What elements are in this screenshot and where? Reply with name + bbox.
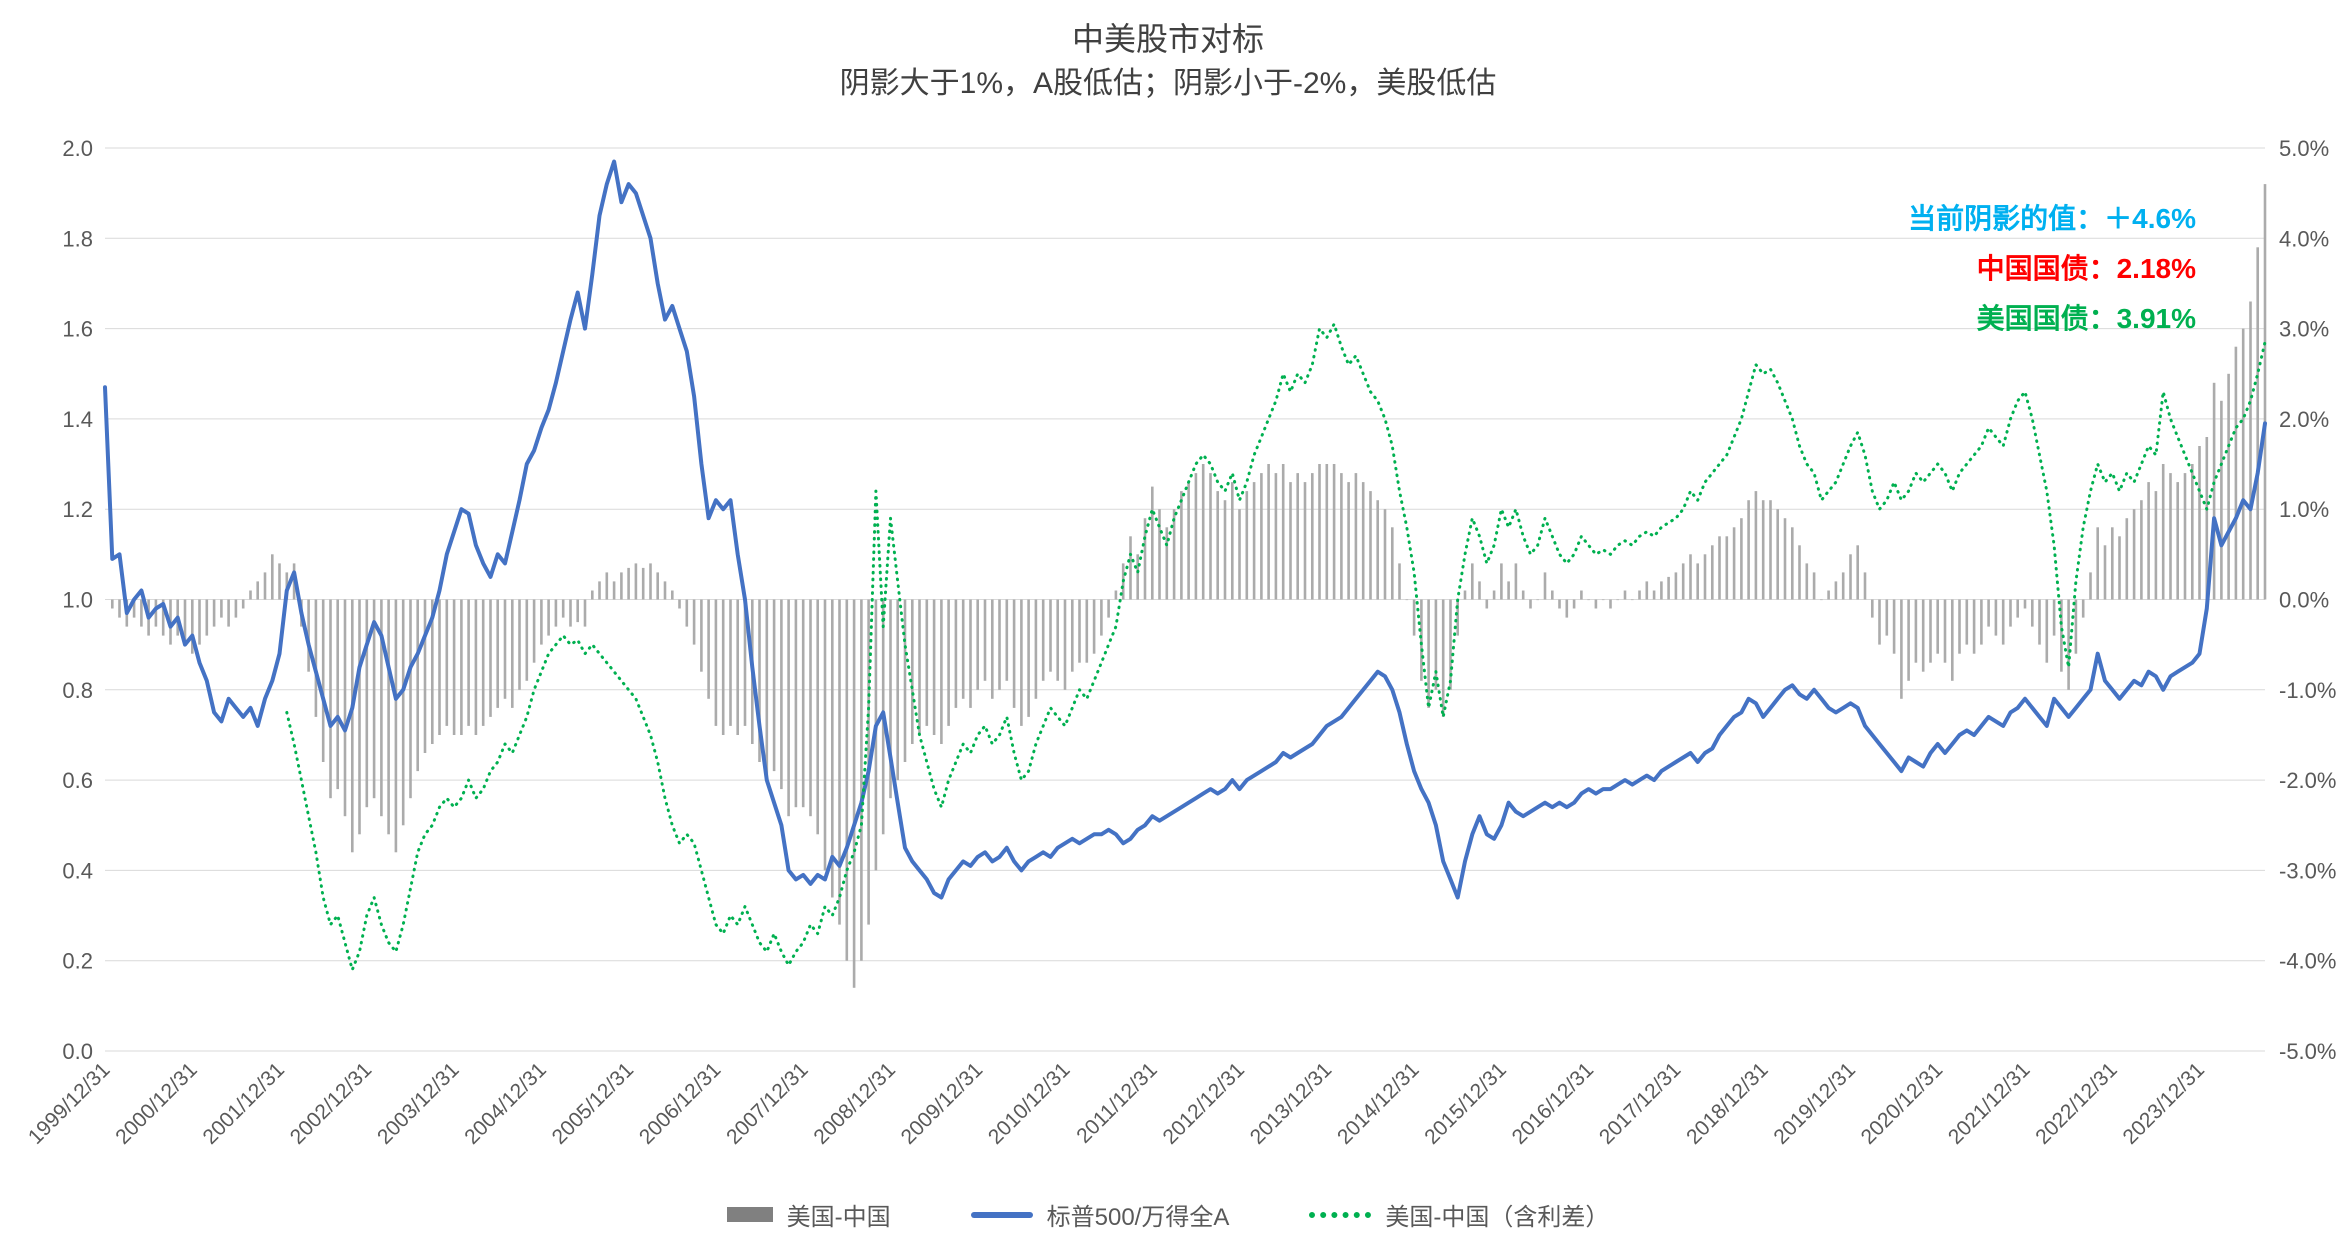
svg-text:2018/12/31: 2018/12/31 — [1682, 1058, 1773, 1149]
legend-label-line: 标普500/万得全A — [1046, 1204, 1230, 1231]
svg-text:2015/12/31: 2015/12/31 — [1420, 1058, 1511, 1149]
legend-label-bars: 美国-中国 — [786, 1204, 891, 1231]
svg-text:0.0%: 0.0% — [2279, 588, 2329, 613]
svg-text:1.8: 1.8 — [62, 226, 93, 251]
svg-text:-1.0%: -1.0% — [2279, 678, 2336, 703]
svg-text:2002/12/31: 2002/12/31 — [286, 1058, 377, 1149]
svg-text:2006/12/31: 2006/12/31 — [635, 1058, 726, 1149]
svg-text:2.0%: 2.0% — [2279, 407, 2329, 432]
svg-text:2000/12/31: 2000/12/31 — [111, 1058, 202, 1149]
svg-text:2.0: 2.0 — [62, 136, 93, 161]
svg-text:2011/12/31: 2011/12/31 — [1072, 1058, 1161, 1147]
svg-text:0.8: 0.8 — [62, 678, 93, 703]
svg-text:1.0: 1.0 — [62, 588, 93, 613]
legend-label-dotted: 美国-中国（含利差） — [1385, 1204, 1610, 1231]
annotation-china-bond: 中国国债：2.18% — [1976, 253, 2196, 284]
chart-title: 中美股市对标 — [1071, 21, 1264, 57]
svg-text:0.0: 0.0 — [62, 1039, 93, 1064]
svg-text:1999/12/31: 1999/12/31 — [24, 1058, 115, 1149]
svg-text:-2.0%: -2.0% — [2279, 768, 2336, 793]
title-block: 中美股市对标 阴影大于1%，A股低估；阴影小于-2%，美股低估 — [0, 16, 2336, 106]
svg-text:2012/12/31: 2012/12/31 — [1158, 1058, 1249, 1149]
legend-item-bars: 美国-中国 — [726, 1197, 891, 1232]
svg-text:2008/12/31: 2008/12/31 — [809, 1058, 900, 1149]
svg-text:2005/12/31: 2005/12/31 — [548, 1058, 639, 1149]
annotation-current-shadow: 当前阴影的值：＋4.6% — [1908, 203, 2196, 234]
annotation-us-bond: 美国国债：3.91% — [1976, 303, 2196, 334]
line-swatch-icon — [970, 1211, 1033, 1218]
dotted-swatch-icon — [1309, 1211, 1372, 1218]
legend-item-dotted: 美国-中国（含利差） — [1309, 1197, 1609, 1232]
svg-text:2007/12/31: 2007/12/31 — [722, 1058, 813, 1149]
svg-text:2001/12/31: 2001/12/31 — [198, 1058, 289, 1149]
svg-text:0.4: 0.4 — [62, 858, 93, 883]
chart-subtitle: 阴影大于1%，A股低估；阴影小于-2%，美股低估 — [839, 67, 1497, 100]
svg-text:-5.0%: -5.0% — [2279, 1039, 2336, 1064]
svg-text:2014/12/31: 2014/12/31 — [1333, 1058, 1424, 1149]
svg-text:1.0%: 1.0% — [2279, 497, 2329, 522]
svg-text:4.0%: 4.0% — [2279, 226, 2329, 251]
bars-swatch-icon — [726, 1207, 773, 1222]
svg-text:2009/12/31: 2009/12/31 — [897, 1058, 988, 1149]
svg-text:0.2: 0.2 — [62, 949, 93, 974]
svg-text:2020/12/31: 2020/12/31 — [1857, 1058, 1948, 1149]
svg-text:1.6: 1.6 — [62, 317, 93, 342]
svg-text:2013/12/31: 2013/12/31 — [1246, 1058, 1337, 1149]
svg-text:-4.0%: -4.0% — [2279, 949, 2336, 974]
svg-text:0.6: 0.6 — [62, 768, 93, 793]
svg-text:3.0%: 3.0% — [2279, 317, 2329, 342]
svg-text:2023/12/31: 2023/12/31 — [2118, 1058, 2209, 1149]
svg-text:1.2: 1.2 — [62, 497, 93, 522]
legend-item-line: 标普500/万得全A — [970, 1197, 1230, 1232]
legend: 美国-中国 标普500/万得全A 美国-中国（含利差） — [0, 1197, 2336, 1232]
svg-text:2004/12/31: 2004/12/31 — [460, 1058, 551, 1149]
svg-text:5.0%: 5.0% — [2279, 136, 2329, 161]
svg-text:-3.0%: -3.0% — [2279, 858, 2336, 883]
svg-text:2021/12/31: 2021/12/31 — [1944, 1058, 2035, 1149]
svg-text:2022/12/31: 2022/12/31 — [2031, 1058, 2122, 1149]
svg-text:2016/12/31: 2016/12/31 — [1508, 1058, 1599, 1149]
svg-text:2010/12/31: 2010/12/31 — [984, 1058, 1075, 1149]
svg-text:2019/12/31: 2019/12/31 — [1769, 1058, 1860, 1149]
annotations-block: 当前阴影的值：＋4.6% 中国国债：2.18% 美国国债：3.91% — [1908, 194, 2196, 344]
svg-text:2017/12/31: 2017/12/31 — [1595, 1058, 1686, 1149]
svg-text:1.4: 1.4 — [62, 407, 93, 432]
svg-text:2003/12/31: 2003/12/31 — [373, 1058, 464, 1149]
